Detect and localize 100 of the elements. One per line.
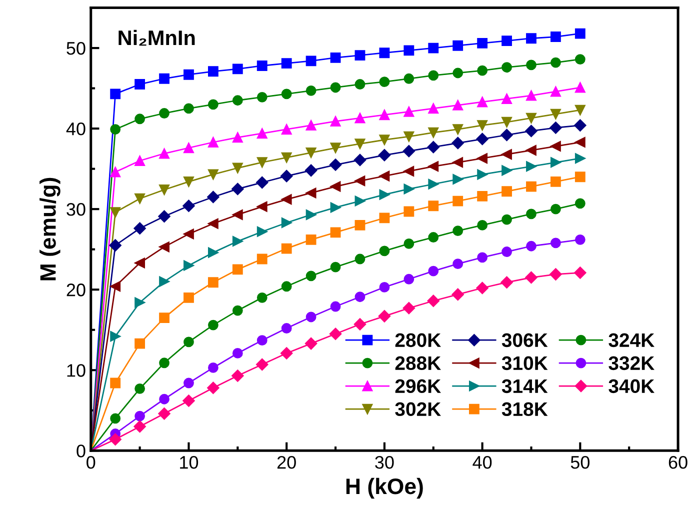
point (280, 347, 293, 360)
point (134, 222, 146, 235)
point (354, 112, 366, 124)
point (159, 108, 170, 118)
point (354, 138, 366, 150)
y-axis-title: M (emu/g) (40, 178, 60, 280)
legend-label: 314K (502, 379, 548, 394)
point (330, 227, 341, 238)
point (502, 214, 512, 225)
point (232, 236, 243, 247)
point (404, 206, 414, 217)
x-tick-label: 30 (375, 456, 394, 469)
legend-label: 280K (395, 333, 441, 348)
point (574, 28, 586, 39)
point (256, 157, 268, 168)
point (232, 162, 243, 174)
point (207, 190, 220, 204)
point (354, 196, 366, 206)
point (477, 153, 488, 164)
point (306, 312, 316, 322)
legend-label: 306K (502, 333, 548, 348)
point (550, 86, 561, 97)
point (574, 198, 586, 209)
point (477, 120, 488, 131)
point (550, 238, 561, 248)
point (232, 95, 243, 106)
y-tick-label: 10 (67, 364, 86, 377)
point (404, 45, 414, 56)
point (428, 127, 439, 138)
x-tick-label: 50 (570, 456, 590, 469)
point (159, 276, 170, 287)
point (208, 99, 218, 110)
point (550, 122, 562, 134)
y-tick-label: 40 (66, 122, 86, 136)
x-tick-label: 60 (668, 456, 688, 469)
point (306, 210, 316, 220)
point (159, 184, 170, 195)
point (477, 220, 488, 230)
point (134, 79, 146, 90)
point (502, 36, 512, 46)
point (134, 193, 146, 204)
point (452, 100, 464, 110)
point (526, 240, 536, 252)
point (379, 48, 390, 58)
point (306, 188, 316, 198)
point (428, 200, 439, 212)
point (256, 254, 268, 264)
point (281, 88, 292, 100)
point (256, 292, 268, 303)
point (329, 158, 342, 171)
point (159, 73, 170, 84)
point (208, 137, 218, 148)
point (184, 103, 194, 114)
point (502, 62, 512, 73)
point (110, 378, 121, 388)
point (280, 170, 293, 182)
point (232, 348, 243, 358)
legend-label: 324K (608, 333, 654, 348)
point (134, 410, 146, 422)
point (500, 276, 513, 288)
point (428, 103, 439, 114)
point (526, 90, 536, 101)
point (208, 320, 218, 330)
point (354, 318, 366, 330)
point (379, 282, 390, 292)
point (550, 108, 561, 120)
point (477, 38, 488, 48)
point (232, 132, 243, 143)
point (404, 184, 414, 194)
point (526, 181, 536, 192)
point (379, 76, 390, 88)
point (158, 210, 170, 222)
point (526, 112, 536, 124)
point (477, 252, 488, 263)
point (306, 148, 316, 158)
point (134, 156, 146, 166)
point (208, 277, 218, 288)
legend-label: 310K (502, 356, 548, 370)
point (306, 234, 316, 245)
point (354, 254, 366, 264)
point (159, 148, 170, 159)
point (134, 114, 146, 124)
point (232, 210, 243, 220)
point (354, 220, 366, 230)
legend-label: 340K (608, 379, 654, 394)
point (550, 32, 561, 42)
x-tick-label: 20 (277, 456, 296, 469)
point (281, 58, 292, 69)
point (256, 92, 268, 102)
point (159, 242, 170, 252)
point (379, 246, 390, 256)
point (232, 264, 243, 275)
point (574, 137, 586, 148)
point (428, 70, 439, 81)
point (306, 120, 316, 131)
point (256, 358, 268, 371)
point (574, 82, 586, 93)
point (477, 169, 488, 180)
x-tick-label: 10 (180, 456, 198, 469)
point (184, 378, 194, 388)
